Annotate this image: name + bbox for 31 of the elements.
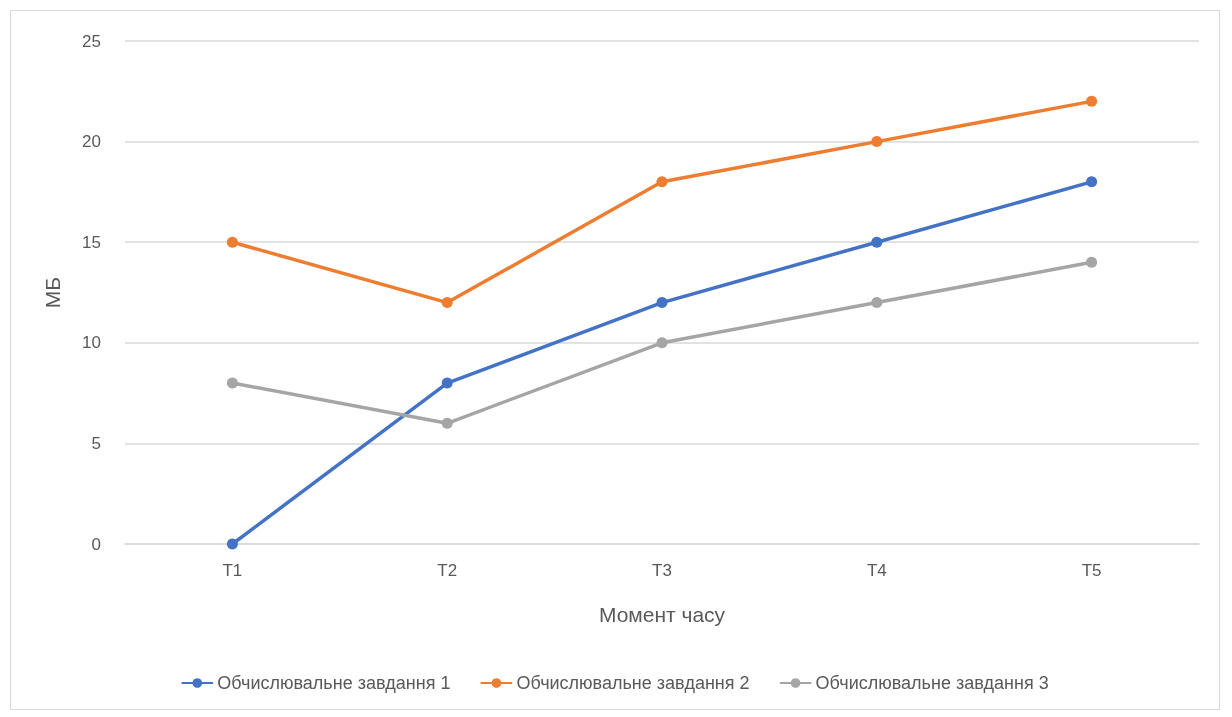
point	[656, 337, 668, 349]
legend-label: Обчислювальне завдання 3	[815, 673, 1049, 693]
point	[441, 377, 453, 389]
point	[441, 417, 453, 429]
point	[226, 538, 238, 550]
y-tick-label: 5	[91, 433, 101, 453]
point	[871, 236, 883, 248]
y-tick-label: 25	[82, 31, 101, 51]
legend-label: Обчислювальне завдання 1	[217, 673, 451, 693]
point	[871, 136, 883, 148]
x-tick-label: T5	[1081, 561, 1102, 580]
point	[656, 297, 668, 309]
point	[1086, 95, 1098, 107]
point	[226, 236, 238, 248]
y-axis-title: МБ	[41, 276, 64, 309]
legend-label: Обчислювальне завдання 2	[516, 673, 750, 693]
point	[226, 377, 238, 389]
x-tick-label: T4	[866, 561, 887, 580]
y-tick-label: 20	[82, 132, 101, 152]
x-tick-label: T3	[652, 561, 672, 580]
x-tick-label: T2	[437, 561, 458, 580]
y-tick-label: 10	[82, 333, 101, 353]
point	[656, 176, 668, 188]
point	[1086, 176, 1098, 188]
x-tick-label: T1	[222, 561, 243, 580]
point	[1086, 256, 1098, 268]
x-axis-title: Момент часу	[598, 603, 726, 626]
point	[441, 297, 453, 309]
y-tick-label: 15	[82, 232, 101, 252]
y-tick-label: 0	[91, 534, 101, 554]
point	[871, 297, 883, 309]
